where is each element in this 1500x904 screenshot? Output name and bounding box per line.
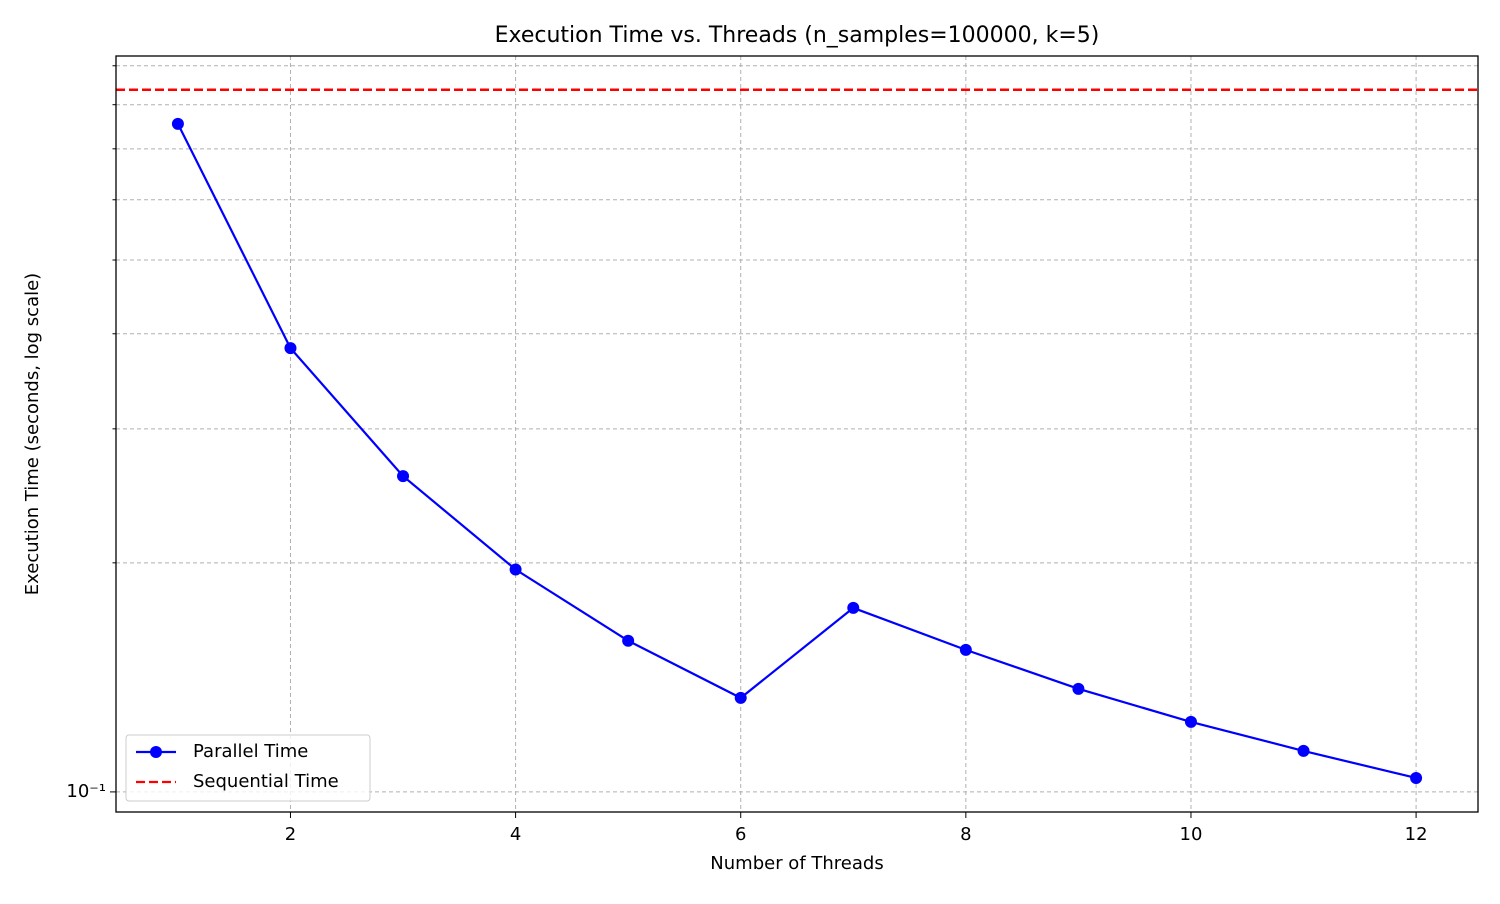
x-tick-label: 2 <box>285 824 296 845</box>
legend-label: Sequential Time <box>193 771 339 792</box>
x-tick-label: 10 <box>1180 824 1203 845</box>
y-tick-label: 10⁻¹ <box>66 781 106 802</box>
data-point <box>734 691 747 704</box>
legend-marker <box>150 746 162 758</box>
plot-frame <box>115 55 1479 813</box>
x-axis-label: Number of Threads <box>710 853 883 874</box>
legend-label: Parallel Time <box>193 741 308 762</box>
chart-title: Execution Time vs. Threads (n_samples=10… <box>495 23 1100 48</box>
data-line <box>176 123 1417 780</box>
data-point <box>959 643 972 656</box>
x-tick-label: 12 <box>1405 824 1428 845</box>
data-point <box>509 563 522 576</box>
x-tick-label: 4 <box>510 824 521 845</box>
x-tick-label: 6 <box>735 824 746 845</box>
data-point <box>1184 715 1197 728</box>
legend-box <box>125 734 371 802</box>
data-point <box>847 601 860 614</box>
data-point <box>1072 682 1085 695</box>
x-tick-label: 8 <box>960 824 971 845</box>
data-point <box>1297 744 1310 757</box>
data-point <box>622 634 635 647</box>
data-point <box>284 342 297 355</box>
data-point <box>397 470 410 483</box>
data-point <box>1410 771 1423 784</box>
data-point <box>171 117 184 130</box>
y-axis-label: Execution Time (seconds, log scale) <box>22 273 43 595</box>
